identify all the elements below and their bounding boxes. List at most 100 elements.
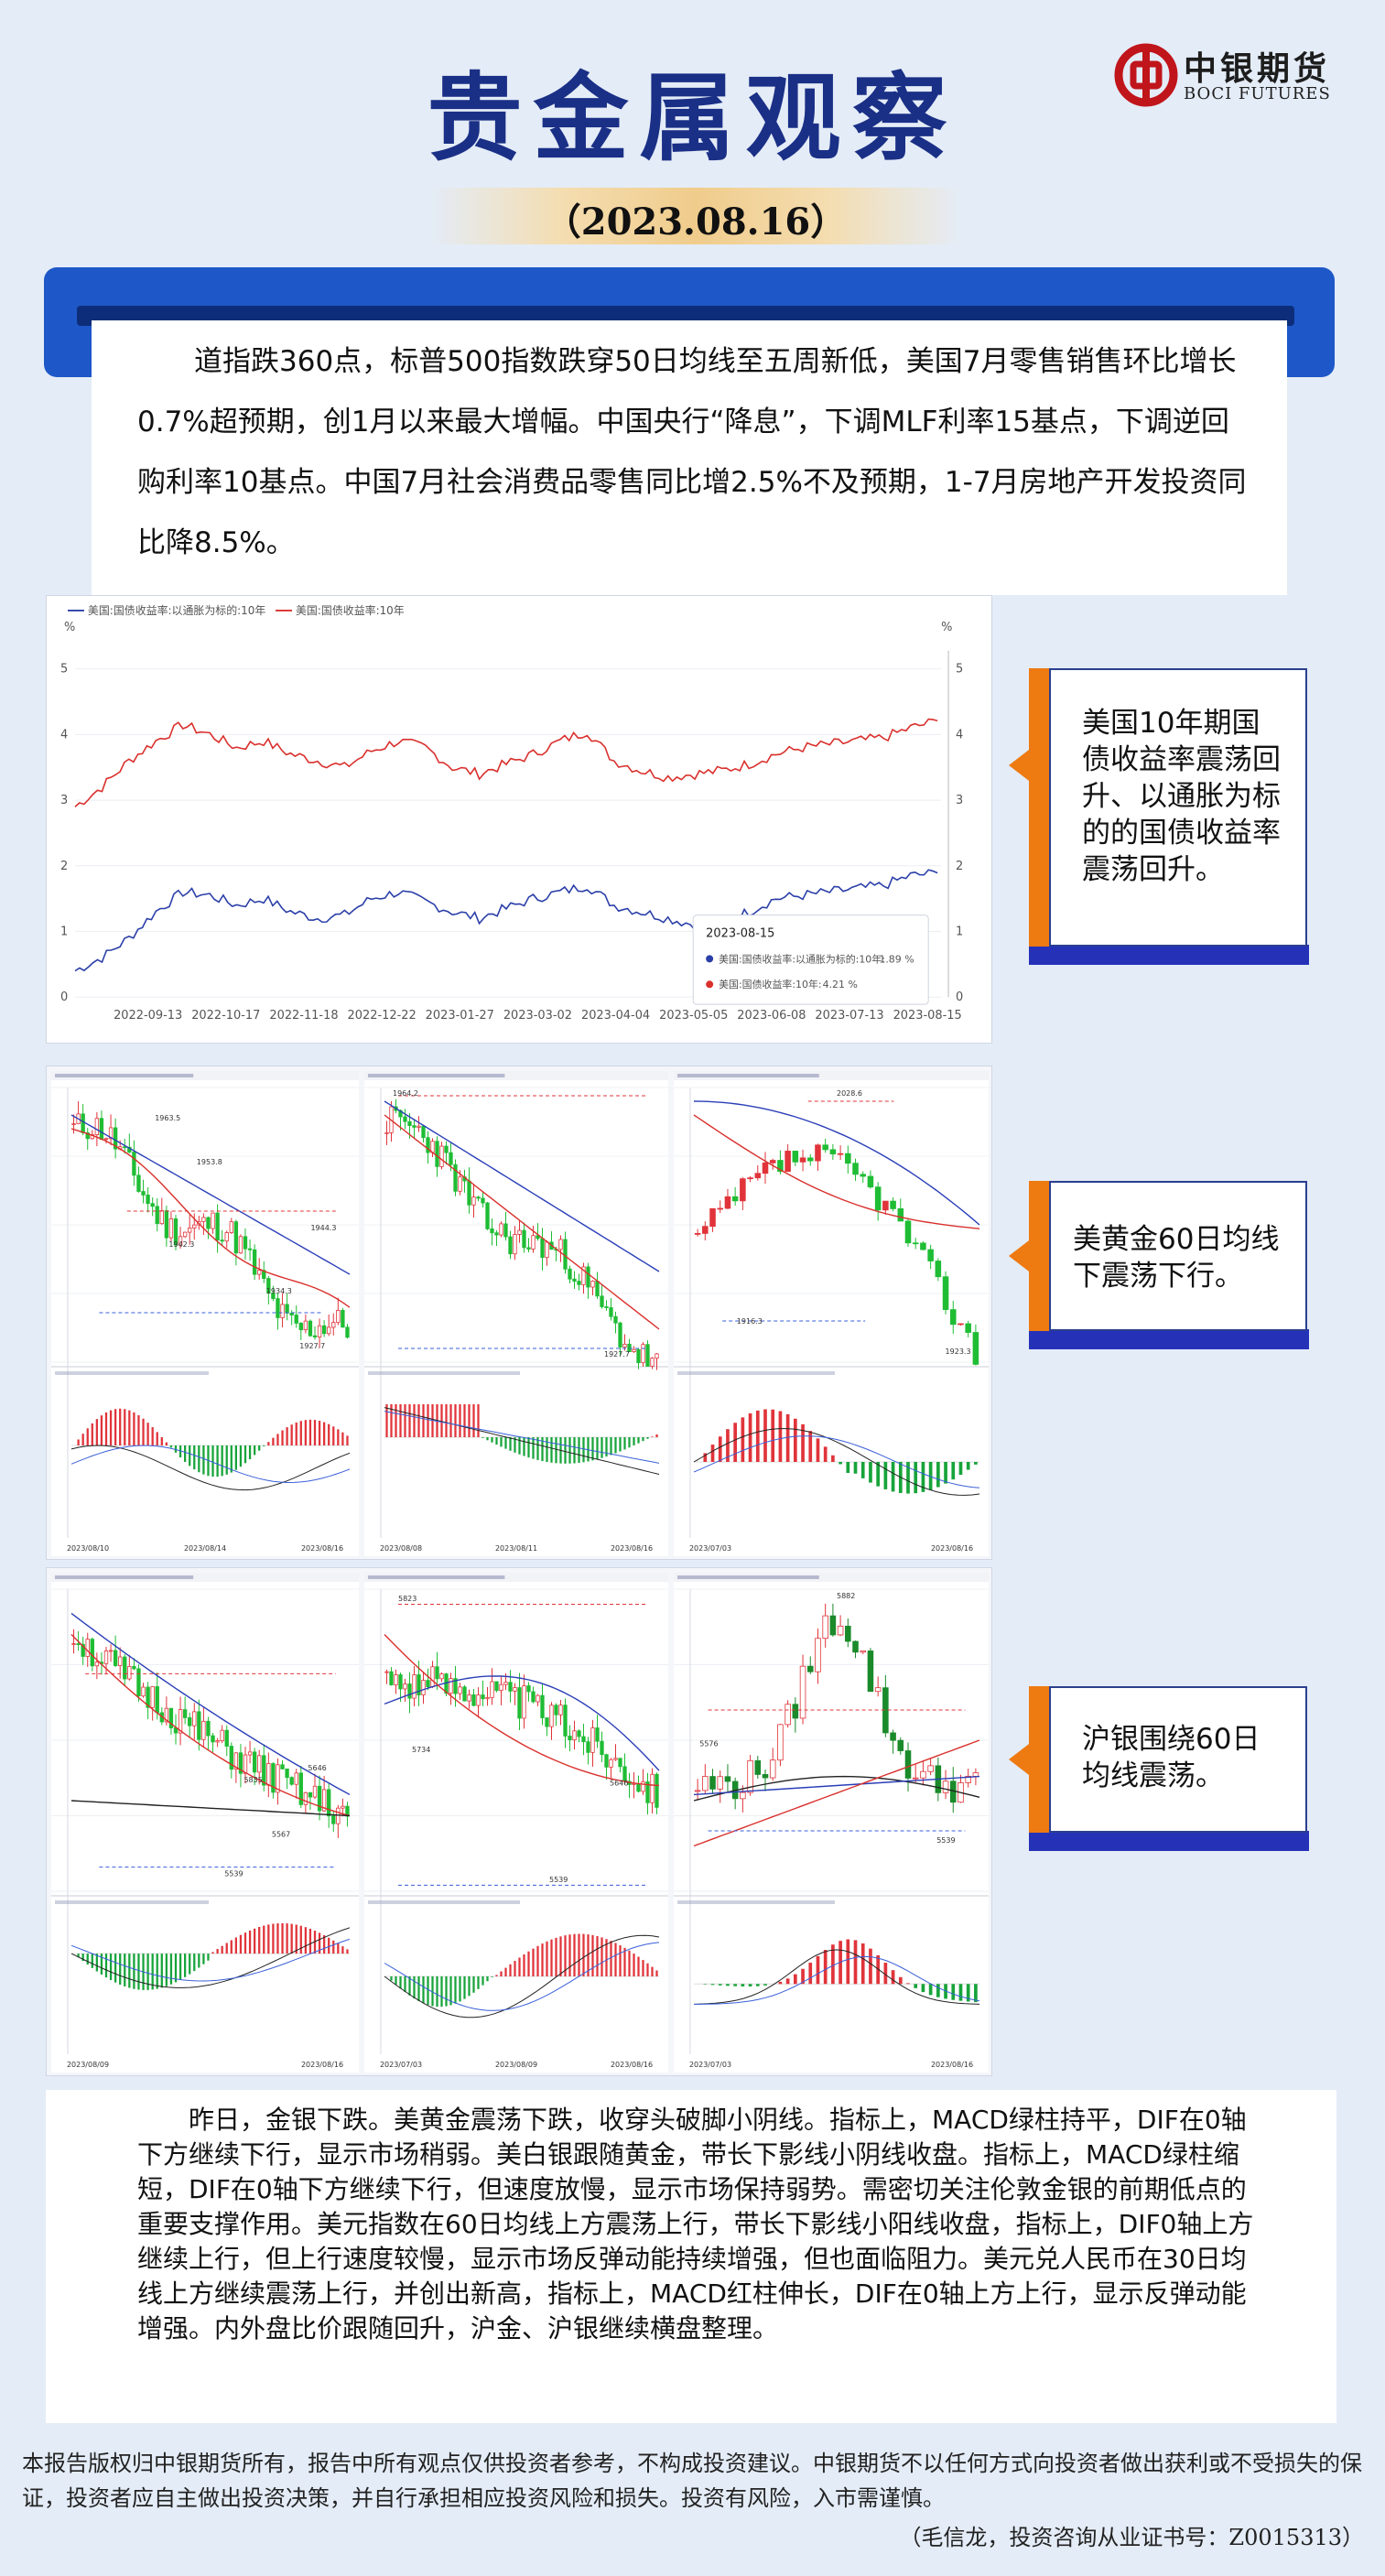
candle <box>485 1202 490 1229</box>
candle <box>155 1686 159 1714</box>
chart-header-strip <box>674 1071 989 1080</box>
candle <box>927 1765 934 1772</box>
candle <box>618 1322 622 1348</box>
callout-text: 沪银围绕60日均线震荡。 <box>1082 1723 1261 1792</box>
candle <box>141 1191 146 1196</box>
x-tick-label: 2022-09-13 <box>114 1009 182 1023</box>
chart-header-strip <box>364 1071 668 1080</box>
candle <box>604 1754 609 1768</box>
candle <box>403 1683 407 1690</box>
candle <box>146 1195 150 1205</box>
candle <box>494 1681 499 1692</box>
callout-text: 美黄金60日均线下震荡下行。 <box>1073 1223 1280 1293</box>
candle <box>522 1229 526 1249</box>
chart-tooltip: 2023-08-15 美国:国债收益率:以通胀为标的:10年: 1.89 % 美… <box>692 915 929 1005</box>
candle <box>645 1344 650 1367</box>
candle <box>829 1149 837 1155</box>
chart-header-text <box>55 1575 194 1579</box>
candle <box>192 1224 197 1228</box>
candle <box>168 1218 174 1239</box>
candle <box>327 1789 331 1817</box>
series-line <box>74 718 938 807</box>
silver-chart-3: 5882 5576 5539 2023/07/03 2023/08/16 <box>674 1573 989 2073</box>
moving-average-line <box>693 1114 980 1229</box>
candle <box>740 1178 746 1202</box>
candle <box>897 1739 904 1751</box>
candle <box>754 1173 762 1179</box>
x-tick-label: 2023-08-15 <box>893 1009 962 1023</box>
macd-line <box>70 1445 351 1491</box>
y-unit-left: % <box>64 621 75 634</box>
candle <box>568 1736 572 1741</box>
candle <box>890 1732 896 1741</box>
candle <box>229 1221 233 1233</box>
chart-background <box>51 1573 359 2073</box>
summary-box <box>92 320 1287 595</box>
candle <box>731 1196 739 1202</box>
candle <box>178 1709 183 1734</box>
candle <box>655 1773 659 1808</box>
candle <box>303 1320 308 1331</box>
callout-gold: 美黄金60日均线下震荡下行。 <box>1009 1181 1309 1350</box>
candle <box>912 1242 919 1245</box>
date-label: 2023/08/08 <box>380 1544 422 1553</box>
chart-header-text <box>55 1074 194 1077</box>
candle <box>81 1643 85 1657</box>
logo-name-en: BOCI FUTURES <box>1184 84 1331 103</box>
candle <box>600 1740 604 1756</box>
x-tick-label: 2023-05-05 <box>659 1009 728 1023</box>
candle <box>965 1323 971 1333</box>
candle <box>215 1212 220 1241</box>
x-tick-label: 2023-01-27 <box>426 1009 494 1023</box>
candle <box>266 1763 271 1786</box>
candle <box>94 1661 100 1667</box>
candle <box>568 1268 572 1280</box>
macd-line <box>384 1934 660 2019</box>
candle <box>298 1772 303 1805</box>
candle <box>837 1625 844 1636</box>
candle <box>453 1678 458 1694</box>
chart-legend: 美国:国债收益率:以通胀为标的:10年 美国:国债收益率:10年 <box>68 603 405 617</box>
date-label: 2023/07/03 <box>380 2061 422 2069</box>
logo-name-cn: 中银期货 <box>1184 49 1331 88</box>
candle <box>636 1348 641 1364</box>
price-label: 1934.3 <box>266 1287 292 1295</box>
candle <box>312 1335 318 1337</box>
candle <box>99 1118 104 1141</box>
candle <box>747 1177 753 1180</box>
candle <box>485 1697 490 1700</box>
candle <box>577 1730 581 1737</box>
date-label: 2023/08/16 <box>301 2061 343 2069</box>
candle <box>233 1752 239 1770</box>
y-tick-label: 3 <box>60 794 68 807</box>
candle <box>132 1152 136 1176</box>
candle <box>874 1687 882 1693</box>
candle <box>508 1682 513 1692</box>
candle <box>164 1707 169 1723</box>
candle <box>220 1239 224 1242</box>
macd-line <box>693 1435 980 1488</box>
candle <box>526 1685 531 1693</box>
candle <box>276 1298 280 1318</box>
callout-text: 美国10年期国债收益率震荡回升、以通胀为标的的国债收益率震荡回升。 <box>1082 707 1281 886</box>
candle <box>317 1325 322 1337</box>
candle <box>471 1694 476 1706</box>
date-label: 2023/08/09 <box>67 2061 109 2069</box>
candle <box>860 1174 867 1177</box>
candle <box>799 1157 806 1163</box>
macd-header-text <box>677 1900 835 1904</box>
chart-header-text <box>677 1074 819 1077</box>
candle <box>540 1238 545 1259</box>
gold-chart-2: 1964.2 1927.7 2023/08/08 2023/08/11 2023/08/… <box>364 1071 668 1556</box>
macd-line <box>384 1411 660 1464</box>
candle <box>407 1120 412 1127</box>
candle <box>150 1686 155 1708</box>
disclaimer: 本报告版权归中银期货所有，报告中所有观点仅供投资者参考，不构成投资建议。中银期货… <box>22 2451 1362 2511</box>
date-label: 2023/07/03 <box>689 2061 731 2069</box>
candle <box>777 1724 784 1761</box>
candle <box>336 1310 341 1324</box>
gold-chart-3: 2028.6 1916.3 1923.3 2023/07/03 2023/08/16 <box>674 1071 989 1556</box>
candle <box>233 1221 239 1254</box>
y-tick-label: 1 <box>956 925 963 938</box>
y-tick-label: 1 <box>60 925 68 938</box>
